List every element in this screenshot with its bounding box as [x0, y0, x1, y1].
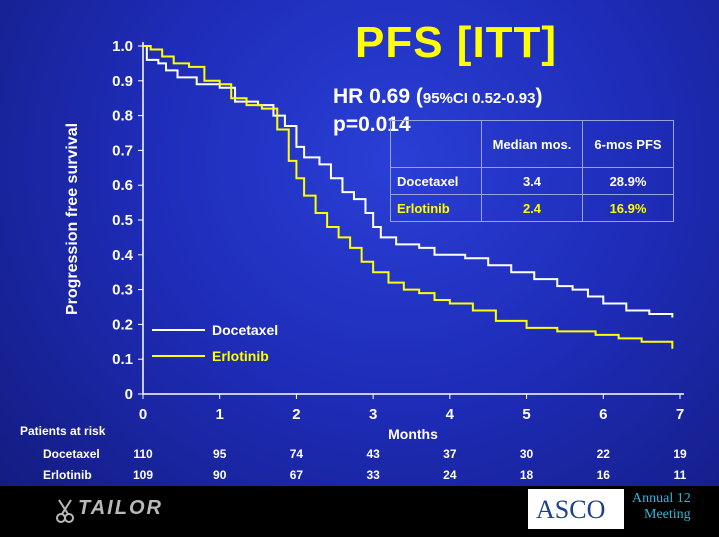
table-header-cell: 6-mos PFS — [582, 120, 674, 168]
legend-label: Docetaxel — [212, 322, 278, 338]
x-tick-label: 0 — [139, 406, 147, 423]
risk-value: 37 — [443, 447, 457, 461]
chart-series — [143, 45, 674, 349]
risk-value: 11 — [673, 468, 687, 482]
risk-value: 43 — [366, 447, 380, 461]
risk-value: 67 — [289, 468, 304, 482]
risk-heading: Patients at risk — [20, 424, 106, 438]
tailor-logo-text: TAILOR — [78, 497, 163, 519]
median-pfs-table: Median mos. 6-mos PFS Docetaxel 3.4 28.9… — [390, 120, 674, 222]
table-row-label: Docetaxel — [390, 167, 482, 195]
risk-value: 22 — [596, 447, 610, 461]
legend-label: Erlotinib — [212, 348, 269, 364]
y-tick-label: 0.2 — [112, 316, 133, 333]
table-cell: 28.9% — [582, 167, 674, 195]
risk-value: 18 — [519, 468, 534, 482]
y-tick-label: 0.4 — [112, 247, 134, 264]
y-tick-label: 1.0 — [112, 38, 133, 55]
y-tick-label: 0.6 — [112, 177, 133, 194]
y-tick-label: 0.1 — [112, 351, 133, 368]
x-tick-label: 2 — [292, 406, 300, 423]
risk-row-label: Docetaxel — [43, 447, 100, 461]
x-tick-label: 1 — [216, 406, 224, 423]
risk-value: 74 — [289, 447, 304, 461]
y-tick-label: 0.9 — [112, 73, 133, 90]
y-tick-label: 0 — [125, 386, 133, 403]
km-chart: 0 1 2 3 4 5 6 7 0 0.1 0.2 0.3 0.4 0.5 0.6 0.7 0.8 0.9 1.0 M… — [112, 38, 684, 442]
risk-value: 110 — [133, 447, 153, 461]
table-cell: 3.4 — [481, 167, 583, 195]
table-header-cell — [390, 120, 482, 168]
scissors-icon — [56, 499, 74, 523]
x-tick-label: 6 — [599, 406, 607, 423]
slide-title: PFS [ITT] — [355, 18, 558, 67]
y-tick-label: 0.3 — [112, 282, 133, 299]
table-row: Erlotinib 2.4 16.9% — [390, 194, 674, 222]
hr-ci: 95%CI 0.52-0.93 — [422, 90, 536, 107]
x-tick-label: 3 — [369, 406, 377, 423]
risk-row-label: Erlotinib — [43, 468, 92, 482]
risk-value: 95 — [213, 447, 227, 461]
risk-value: 90 — [213, 468, 227, 482]
x-tick-label: 7 — [676, 406, 684, 423]
x-tick-label: 4 — [446, 406, 455, 423]
km-curve-erlotinib — [143, 45, 674, 349]
table-cell: 16.9% — [582, 194, 674, 222]
risk-value: 30 — [519, 447, 534, 461]
annual-text: Annual — [632, 491, 674, 506]
x-tick-label: 5 — [522, 406, 530, 423]
meeting-text: Meeting — [644, 507, 691, 522]
hr-main: HR 0.69 ( — [333, 85, 423, 108]
asco-logo — [528, 489, 624, 529]
table-row-label: Erlotinib — [390, 194, 482, 222]
risk-value: 33 — [366, 468, 380, 482]
chart-axes: 0 1 2 3 4 5 6 7 0 0.1 0.2 0.3 0.4 0.5 0.6 0.7 0.8 0.9 1.0 M… — [112, 38, 684, 442]
hr-close: ) — [535, 85, 543, 108]
y-tick-label: 0.5 — [112, 212, 133, 229]
risk-value: 109 — [132, 468, 154, 482]
hazard-ratio-text: HR 0.69 (95%CI 0.52-0.93) p=0.014 — [333, 84, 542, 138]
y-tick-label: 0.8 — [112, 108, 133, 125]
annual-number: 12 — [676, 491, 691, 506]
risk-value: 16 — [596, 468, 610, 482]
asco-logo-text: ASCO — [536, 495, 606, 524]
y-tick-label: 0.7 — [112, 142, 133, 159]
risk-value: 19 — [673, 447, 687, 461]
risk-value: 24 — [443, 468, 457, 482]
table-cell: 2.4 — [481, 194, 583, 222]
table-row: Docetaxel 3.4 28.9% — [390, 167, 674, 195]
chart-legend: Docetaxel Erlotinib — [152, 322, 278, 364]
x-axis-label: Months — [388, 426, 438, 442]
km-curve-docetaxel — [143, 45, 674, 318]
annual-meeting-logo: Annual 12 Meeting — [632, 491, 691, 523]
